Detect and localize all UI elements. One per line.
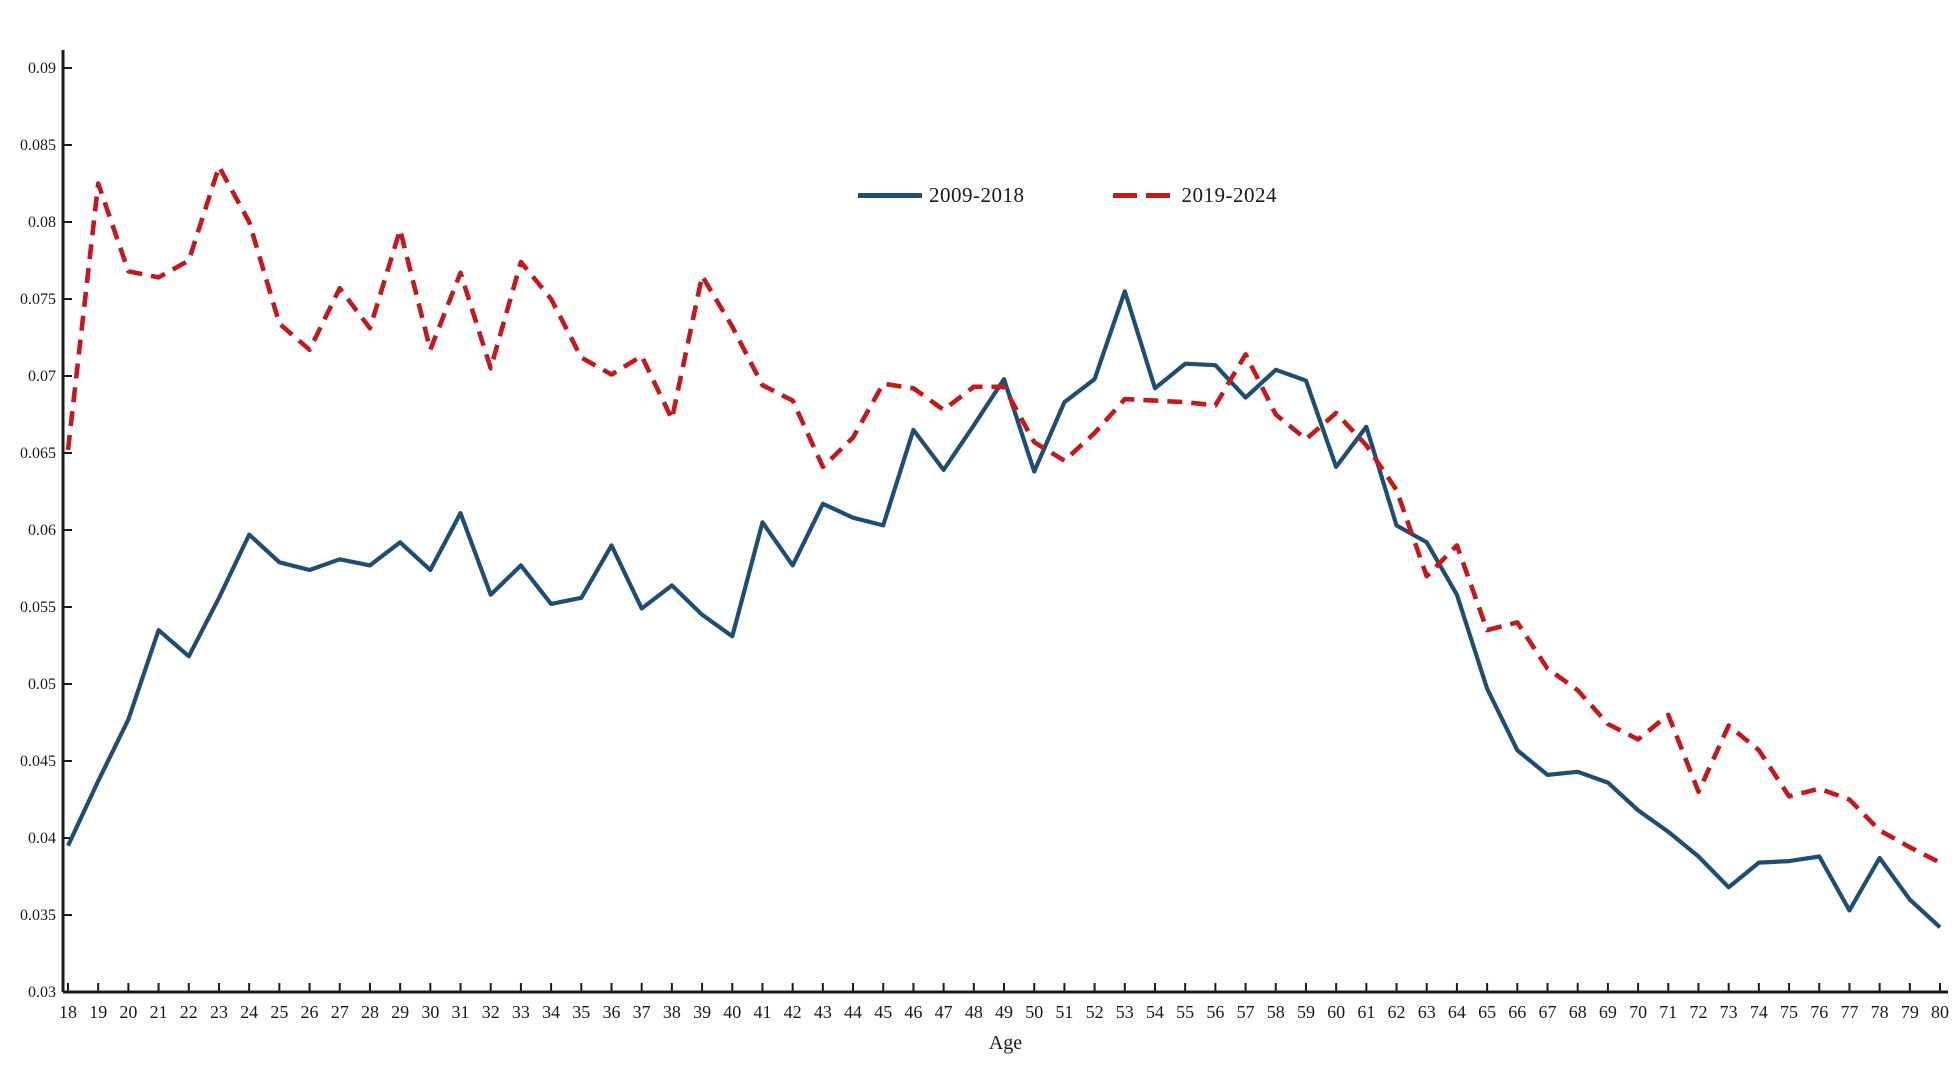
- x-tick-label: 48: [965, 1002, 983, 1022]
- y-tick-label: 0.065: [20, 445, 56, 462]
- x-tick-label: 50: [1025, 1002, 1043, 1022]
- x-tick-label: 60: [1327, 1002, 1345, 1022]
- y-tick-label: 0.04: [28, 830, 56, 847]
- x-tick-label: 75: [1780, 1002, 1798, 1022]
- x-tick-label: 59: [1297, 1002, 1315, 1022]
- x-tick-label: 68: [1569, 1002, 1587, 1022]
- x-tick-label: 36: [602, 1002, 620, 1022]
- x-tick-label: 47: [935, 1002, 953, 1022]
- x-tick-label: 44: [844, 1002, 862, 1022]
- x-tick-label: 52: [1086, 1002, 1104, 1022]
- x-tick-label: 64: [1448, 1002, 1466, 1022]
- x-tick-label: 56: [1206, 1002, 1224, 1022]
- legend-label-2009-2018: 2009-2018: [929, 183, 1025, 207]
- y-tick-label: 0.08: [28, 214, 56, 231]
- x-tick-label: 30: [421, 1002, 439, 1022]
- x-tick-label: 70: [1629, 1002, 1647, 1022]
- x-tick-label: 58: [1267, 1002, 1285, 1022]
- x-tick-label: 35: [572, 1002, 590, 1022]
- x-tick-label: 29: [391, 1002, 409, 1022]
- x-tick-label: 45: [874, 1002, 892, 1022]
- y-tick-label: 0.06: [28, 522, 56, 539]
- x-tick-label: 62: [1388, 1002, 1406, 1022]
- x-tick-label: 73: [1720, 1002, 1738, 1022]
- x-tick-label: 67: [1539, 1002, 1557, 1022]
- x-tick-label: 20: [119, 1002, 137, 1022]
- x-tick-label: 22: [180, 1002, 198, 1022]
- x-tick-label: 41: [753, 1002, 771, 1022]
- x-tick-label: 53: [1116, 1002, 1134, 1022]
- x-tick-label: 69: [1599, 1002, 1617, 1022]
- x-tick-label: 54: [1146, 1002, 1164, 1022]
- x-tick-label: 46: [904, 1002, 922, 1022]
- y-tick-label: 0.09: [28, 60, 56, 77]
- y-tick-label: 0.03: [28, 984, 56, 1001]
- y-tick-label: 0.085: [20, 137, 56, 154]
- y-tick-label: 0.07: [28, 368, 56, 385]
- series-line-2019-2024: [65, 164, 1942, 865]
- x-tick-label: 79: [1901, 1002, 1919, 1022]
- y-tick-label: 0.075: [20, 291, 56, 308]
- y-tick-label: 0.055: [20, 599, 56, 616]
- x-tick-label: 28: [361, 1002, 379, 1022]
- x-axis-title: Age: [988, 1032, 1023, 1054]
- x-tick-label: 55: [1176, 1002, 1194, 1022]
- x-tick-label: 72: [1689, 1002, 1707, 1022]
- x-tick-label: 42: [784, 1002, 802, 1022]
- legend-label-2019-2024: 2019-2024: [1181, 183, 1277, 207]
- x-tick-label: 57: [1237, 1002, 1255, 1022]
- legend-item-2019-2024: 2019-2024: [1112, 183, 1278, 208]
- x-tick-label: 63: [1418, 1002, 1436, 1022]
- y-tick-label: 0.045: [20, 753, 56, 770]
- x-tick-label: 78: [1871, 1002, 1889, 1022]
- x-tick-label: 65: [1478, 1002, 1496, 1022]
- legend-solid-line-icon: [858, 193, 922, 198]
- x-tick-label: 76: [1810, 1002, 1828, 1022]
- x-tick-label: 25: [270, 1002, 288, 1022]
- series-line-2009-2018: [66, 289, 1942, 929]
- x-tick-label: 74: [1750, 1002, 1768, 1022]
- x-tick-label: 43: [814, 1002, 832, 1022]
- x-tick-label: 37: [633, 1002, 651, 1022]
- x-tick-label: 38: [663, 1002, 681, 1022]
- x-tick-label: 27: [331, 1002, 349, 1022]
- legend: 2009-2018 2019-2024: [858, 183, 1277, 208]
- x-tick-label: 18: [59, 1002, 77, 1022]
- x-tick-label: 26: [301, 1002, 319, 1022]
- y-tick-label: 0.035: [20, 907, 56, 924]
- x-tick-label: 49: [995, 1002, 1013, 1022]
- x-tick-label: 21: [150, 1002, 168, 1022]
- legend-dashed-line-icon: [1112, 193, 1175, 198]
- x-tick-label: 80: [1931, 1002, 1949, 1022]
- x-tick-label: 19: [89, 1002, 107, 1022]
- x-tick-label: 39: [693, 1002, 711, 1022]
- x-tick-label: 31: [452, 1002, 470, 1022]
- x-tick-label: 61: [1357, 1002, 1375, 1022]
- x-tick-label: 23: [210, 1002, 228, 1022]
- x-tick-label: 66: [1508, 1002, 1526, 1022]
- y-tick-label: 0.05: [28, 676, 56, 693]
- x-tick-label: 24: [240, 1002, 258, 1022]
- x-tick-label: 32: [482, 1002, 500, 1022]
- legend-item-2009-2018: 2009-2018: [858, 183, 1025, 208]
- x-tick-label: 34: [542, 1002, 560, 1022]
- x-tick-label: 40: [723, 1002, 741, 1022]
- x-tick-label: 77: [1840, 1002, 1858, 1022]
- x-tick-label: 71: [1659, 1002, 1677, 1022]
- x-tick-label: 33: [512, 1002, 530, 1022]
- x-tick-label: 51: [1055, 1002, 1073, 1022]
